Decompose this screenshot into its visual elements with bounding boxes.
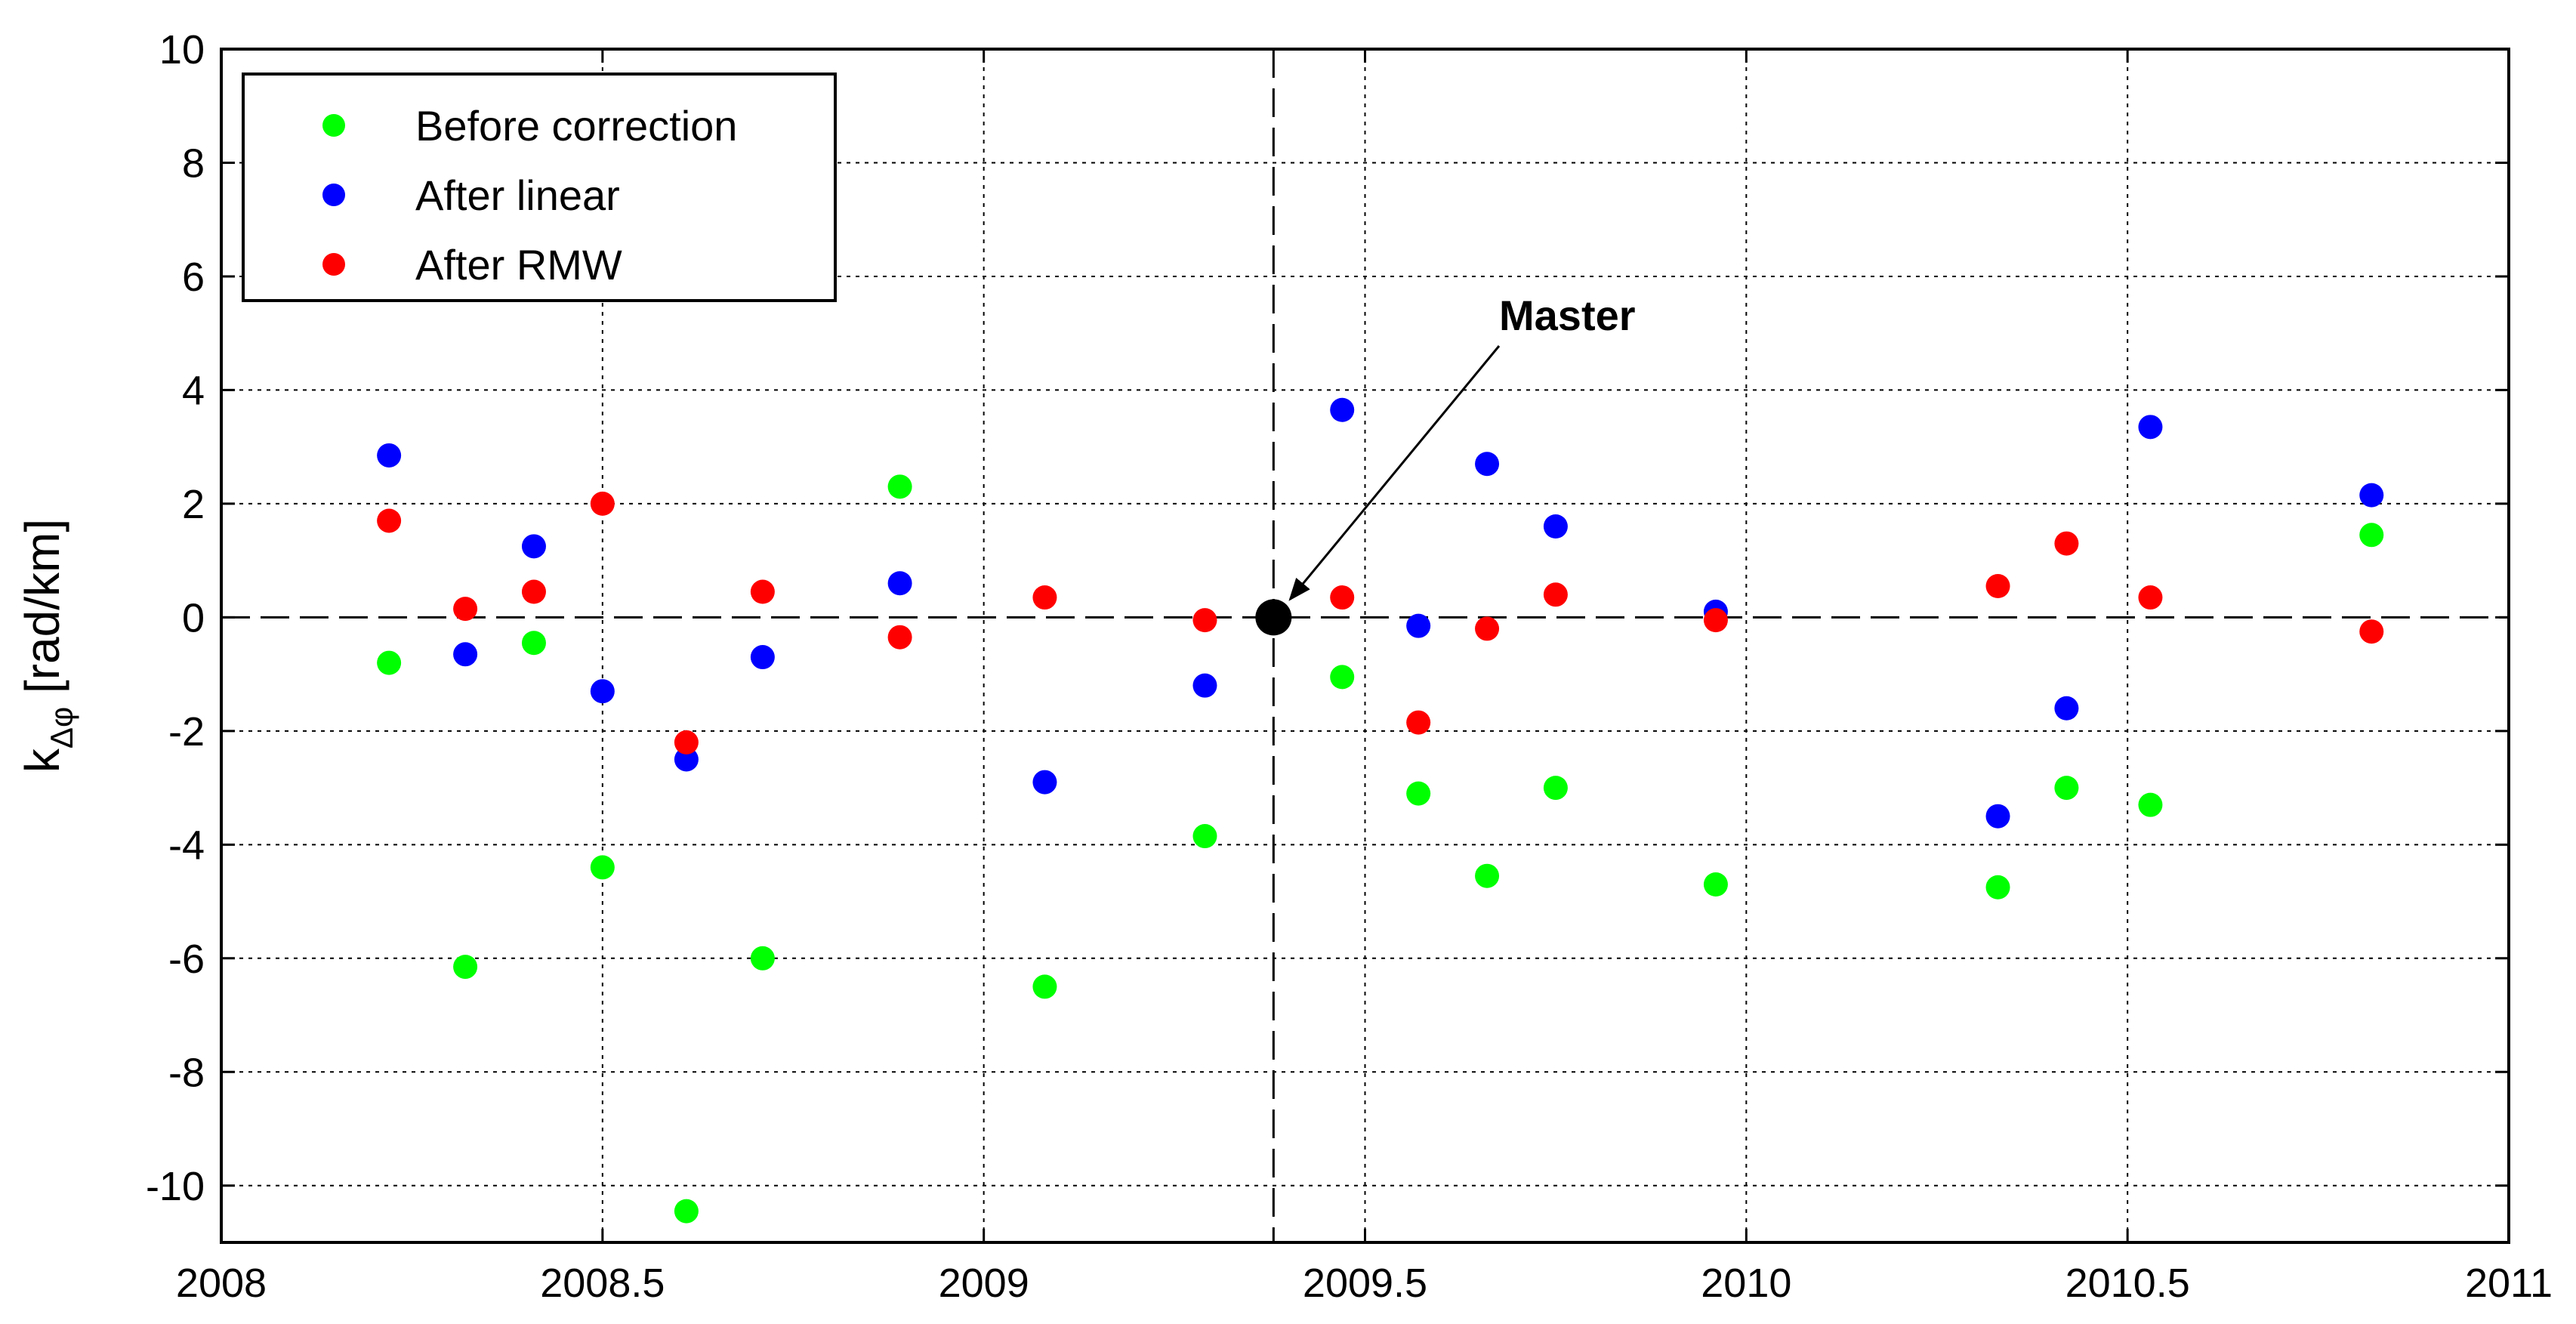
data-point [750,579,775,604]
data-point [2359,483,2384,508]
data-point [1543,582,1568,607]
master-annotation-label: Master [1499,292,1636,339]
data-point [2359,523,2384,548]
y-tick-label: 4 [182,368,205,413]
data-point [377,443,402,468]
data-point [1543,514,1568,539]
y-tick-label: -2 [168,709,205,755]
legend: Before correction After linear After RMW [242,73,837,302]
data-point [521,534,546,559]
legend-label: After linear [415,171,620,219]
legend-marker [322,114,345,137]
series-after-rmw [377,491,2384,755]
data-point [2138,792,2163,817]
y-tick-label: 10 [159,27,205,73]
data-point [674,1199,699,1224]
data-point [1985,875,2010,900]
data-point [1703,872,1728,897]
x-tick-label: 2010 [1701,1261,1791,1306]
y-tick-label: -10 [146,1164,205,1209]
reference-lines [221,49,2509,1242]
data-point [590,855,615,880]
y-tick-label: 0 [182,595,205,640]
data-point [1543,776,1568,801]
data-point [1703,608,1728,633]
data-point [1475,452,1500,477]
data-point [1032,770,1057,795]
data-point [1192,824,1217,849]
data-point [2054,696,2079,721]
master-point [1255,599,1292,636]
data-point [1985,804,2010,829]
master-annotation: Master [1288,292,1636,601]
data-points [377,397,2384,1224]
y-tick-label: 6 [182,255,205,300]
data-point [1406,613,1431,638]
data-point [750,645,775,670]
master-annotation-arrow [1288,345,1501,601]
data-point [2054,776,2079,801]
legend-marker [322,184,345,206]
data-point [2138,585,2163,610]
legend-label: Before correction [415,102,737,150]
data-point [887,625,912,650]
series-before-correction [377,474,2384,1224]
x-tick-label: 2008 [176,1261,267,1306]
data-point [590,491,615,516]
data-point [1032,585,1057,610]
data-point [674,747,699,772]
data-point [377,650,402,675]
legend-label: After RMW [415,241,622,289]
data-point [1406,781,1431,806]
data-point [1475,616,1500,641]
x-tick-labels: 2008 2008.5 2009 2009.5 2010 2010.5 2011 [176,1261,2553,1306]
data-point [750,946,775,971]
data-point [1192,673,1217,698]
y-tick-label: 2 [182,482,205,527]
data-point [521,631,546,656]
data-point [2054,531,2079,556]
x-tick-label: 2011 [2465,1261,2553,1306]
y-axis-label-unit: [rad/km] [15,519,69,707]
data-point [674,730,699,755]
y-tick-label: -6 [168,937,205,982]
data-point [1475,863,1500,888]
data-point [590,679,615,704]
data-point [2359,619,2384,644]
y-tick-label: -4 [168,822,205,868]
data-point [453,955,478,980]
data-point [1985,574,2010,598]
y-tick-labels: 10 8 6 4 2 0 -2 -4 -6 -8 -10 [146,27,205,1209]
x-tick-label: 2009 [939,1261,1029,1306]
series-after-linear [377,397,2384,829]
x-tick-label: 2008.5 [540,1261,665,1306]
data-point [887,474,912,499]
x-tick-label: 2010.5 [2065,1261,2190,1306]
data-point [1330,585,1355,610]
y-axis-label: kΔφ [rad/km] [15,519,79,773]
y-tick-label: -8 [168,1050,205,1095]
y-axis-label-main: k [15,748,69,773]
data-point [521,579,546,604]
data-point [1032,974,1057,999]
axis-ticks [220,48,2510,1242]
data-point [2138,415,2163,440]
data-point [453,642,478,667]
y-tick-label: 8 [182,140,205,186]
data-point [377,508,402,533]
data-point [1192,608,1217,633]
y-axis-label-subscript: Δφ [44,707,79,748]
master-marker [1255,599,1292,636]
data-point [1406,710,1431,735]
x-tick-label: 2009.5 [1303,1261,1427,1306]
legend-marker [322,253,345,276]
data-point [887,571,912,596]
data-point [453,597,478,622]
data-point [1330,665,1355,690]
data-point [1330,397,1355,422]
